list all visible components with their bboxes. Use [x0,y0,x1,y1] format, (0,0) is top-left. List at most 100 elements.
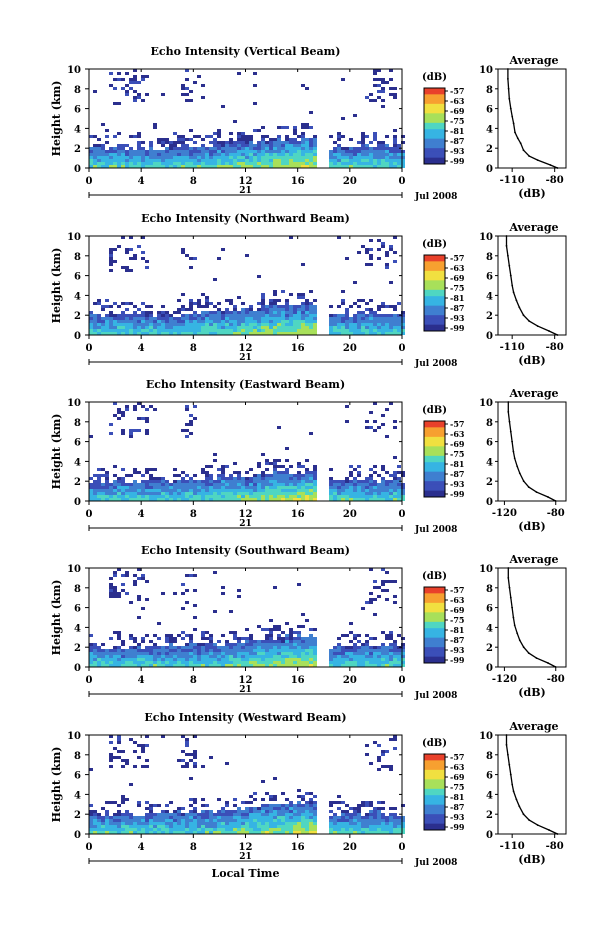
heatmap-cell [329,159,333,162]
heatmap-cell [285,332,289,335]
heatmap-cell [193,405,197,408]
heatmap-cell [249,323,253,326]
heatmap-cell [225,649,229,652]
heatmap-cell [301,317,305,320]
heatmap-cell [349,819,353,822]
heatmap-cell [261,320,265,323]
heatmap-cell [145,314,149,317]
profile-point [548,330,550,332]
heatmap-cell [205,822,209,825]
heatmap-cell [333,831,337,834]
heatmap-cell [121,813,125,816]
heatmap-cell [201,483,205,486]
heatmap-cell [393,305,397,308]
heatmap-cell [401,471,405,474]
heatmap-cell [137,744,141,747]
profile-point [518,306,521,309]
heatmap-cell [249,141,253,144]
heatmap-cell [169,652,173,655]
heatmap-cell [277,465,281,468]
heatmap-cell [217,825,221,828]
heatmap-cell [301,153,305,156]
heatmap-cell [357,661,361,664]
heatmap-cell [369,762,373,765]
date-label: Jul 2008 [414,525,457,535]
heatmap-cell [101,323,105,326]
heatmap-cell [309,165,313,168]
heatmap-cell [145,649,149,652]
heatmap-cell [269,311,273,314]
heatmap-cell [125,159,129,162]
heatmap-cell [209,649,213,652]
heatmap-cell [349,138,353,141]
heatmap-cell [273,302,277,305]
heatmap-cell [121,658,125,661]
colorbar-segment [424,612,445,616]
heatmap-cell [233,305,237,308]
heatmap-cell [349,664,353,667]
heatmap-cell [277,831,281,834]
heatmap-cell [157,477,161,480]
heatmap-cell [301,332,305,335]
heatmap-cell [369,254,373,257]
heatmap-cell [125,90,129,93]
heatmap-cell [117,411,121,414]
heatmap-cell [365,483,369,486]
heatmap-cell [93,302,97,305]
heatmap-cell [185,483,189,486]
heatmap-cell [93,480,97,483]
heatmap-cell [129,658,133,661]
heatmap-cell [89,159,93,162]
heatmap-cell [97,320,101,323]
heatmap-cell [253,816,257,819]
heatmap-cell [165,480,169,483]
heatmap-cell [133,305,137,308]
heatmap-cell [353,486,357,489]
heatmap-cell [377,317,381,320]
heatmap-cell [193,483,197,486]
heatmap-cell [389,658,393,661]
heatmap-cell [241,156,245,159]
heatmap-cell [373,580,377,583]
heatmap-cell [201,498,205,501]
heatmap-cell [305,156,309,159]
profile-point [507,68,509,70]
heatmap-cell [253,147,257,150]
heatmap-cell [121,332,125,335]
heatmap-cell [169,649,173,652]
heatmap-cell [365,825,369,828]
heatmap-cell [189,90,193,93]
heatmap-cell [169,634,173,637]
heatmap-cell [309,311,313,314]
heatmap-cell [213,150,217,153]
profile-point [547,496,549,498]
heatmap-cell [289,643,293,646]
heatmap-cell [221,649,225,652]
heatmap-cell [305,144,309,147]
heatmap-cell [397,150,401,153]
heatmap-cell [113,631,117,634]
heatmap-cell [93,661,97,664]
profile-y-tick-label: 4 [486,124,493,135]
heatmap-cell [129,498,133,501]
heatmap-cell [109,658,113,661]
profile-frame [497,235,567,336]
heatmap-cell [233,332,237,335]
heatmap-cell [217,495,221,498]
colorbar-segment [424,258,445,262]
x-tick-label: 20 [343,842,357,853]
heatmap-cell [277,305,281,308]
heatmap-cell [401,150,405,153]
heatmap-cell [213,165,217,168]
heatmap-cell [89,323,93,326]
heatmap-cell [173,819,177,822]
heatmap-cell [217,156,221,159]
heatmap-cell [341,314,345,317]
heatmap-cell [397,465,401,468]
heatmap-cell [333,323,337,326]
profile-title: Average [508,387,558,400]
heatmap-cell [393,314,397,317]
heatmap-cell [309,483,313,486]
heatmap-cell [197,153,201,156]
heatmap-cell [97,314,101,317]
